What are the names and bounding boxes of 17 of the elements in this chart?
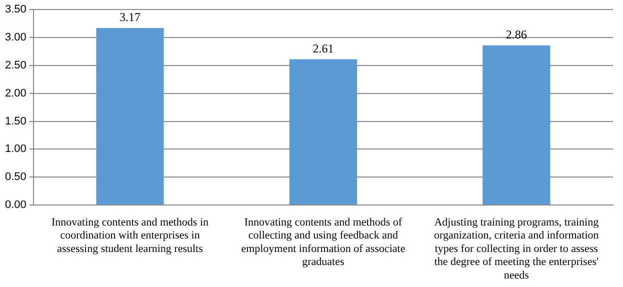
y-tick-label: 1.00 — [4, 143, 26, 156]
bar — [482, 45, 550, 204]
data-label: 2.61 — [312, 41, 334, 56]
y-tick-label: 3.50 — [4, 4, 26, 16]
y-tick-label: 1.50 — [4, 115, 26, 128]
bar — [289, 59, 358, 204]
data-label: 2.86 — [506, 27, 527, 42]
y-tick-label: 0.00 — [4, 199, 26, 212]
y-tick-label: 2.00 — [4, 87, 26, 100]
y-tick-label: 0.50 — [4, 171, 26, 184]
x-tick-label: Adjusting training programs, training organization, criteria and information types for collecting in order to assess the degree of meeting the enterprises' needs — [434, 216, 600, 282]
y-tick-label: 2.50 — [4, 59, 26, 72]
x-tick-label: Innovating contents and methods in coordination with enterprises in assessing student learning results — [51, 216, 210, 255]
x-tick-label: Innovating contents and methods of collecting and using feedback and employment information of associate graduates — [241, 216, 406, 268]
y-tick-label: 3.00 — [4, 32, 26, 44]
bar — [96, 28, 164, 204]
data-label: 3.17 — [120, 10, 141, 24]
